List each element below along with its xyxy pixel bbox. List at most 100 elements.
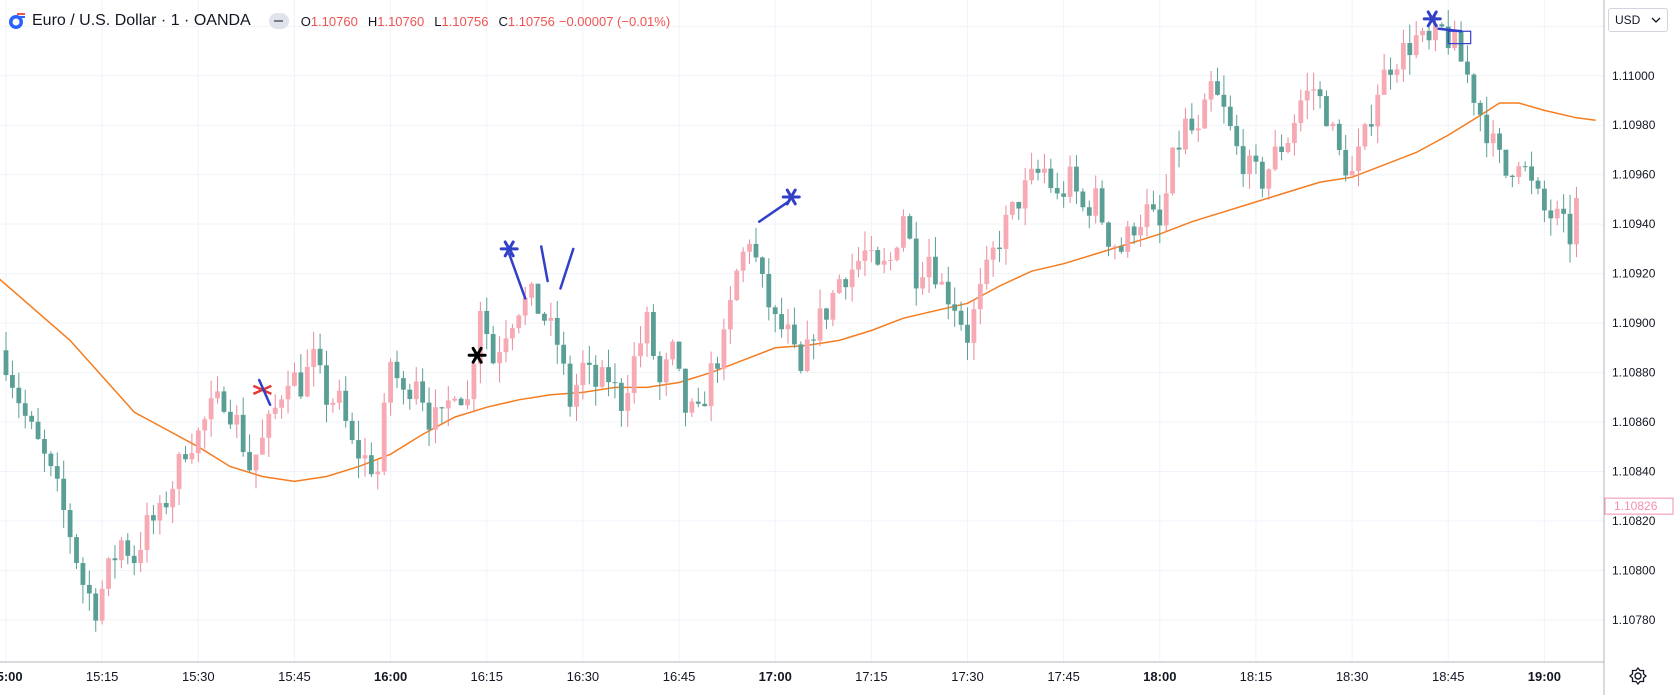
candle-body [830, 292, 836, 320]
candle-body [1554, 208, 1560, 219]
price-tick-label: 1.10960 [1612, 168, 1656, 182]
candle-body [734, 270, 740, 301]
candle-body [1189, 118, 1195, 131]
candle-body [766, 273, 772, 308]
hide-legend-button[interactable] [268, 13, 289, 29]
candle-body [990, 247, 996, 260]
candle-body [1522, 166, 1528, 168]
candle-body [1144, 204, 1150, 227]
time-tick-label: 18:00 [1143, 669, 1176, 684]
candle-body [3, 350, 9, 376]
candle-body [1375, 94, 1381, 127]
candle-body [542, 313, 547, 321]
candle-body [356, 440, 361, 459]
candle-body [1266, 169, 1272, 189]
candle-body [54, 466, 60, 479]
currency-selector[interactable]: USD [1608, 8, 1668, 32]
drawing-line [757, 200, 790, 223]
candle-body [1016, 202, 1022, 209]
candle-body [888, 259, 893, 261]
candle-body [1138, 226, 1143, 236]
candle-body [1093, 188, 1099, 216]
candle-body [1304, 90, 1310, 101]
candle-body [208, 398, 214, 420]
settings-gear-icon[interactable] [1628, 666, 1648, 686]
candle-body [689, 401, 695, 413]
candle-body [298, 372, 304, 397]
time-tick-label: 15:00 [0, 669, 23, 684]
candle-body [471, 363, 477, 400]
candle-body [279, 399, 285, 408]
candle-body [1061, 193, 1067, 197]
candle-body [1074, 166, 1079, 192]
candle-body [1285, 143, 1291, 153]
time-tick-label: 16:30 [567, 669, 600, 684]
candle-body [375, 471, 381, 475]
candle-body [920, 277, 926, 289]
price-tick-label: 1.10820 [1612, 514, 1656, 528]
time-tick-label: 18:15 [1240, 669, 1273, 684]
time-tick-label: 15:45 [278, 669, 311, 684]
candle-body [663, 359, 669, 383]
drawing-annotations[interactable] [252, 10, 1472, 406]
candle-body [99, 588, 105, 621]
candle-body [292, 372, 297, 386]
candle-body [522, 297, 528, 316]
close-value: C1.10756 [498, 13, 555, 29]
candle-body [676, 341, 682, 369]
symbol-title[interactable]: Euro / U.S. Dollar · 1 · OANDA [32, 12, 251, 29]
candle-body [503, 338, 509, 353]
current-price-label: 1.10826 [1614, 499, 1658, 513]
candle-body [465, 399, 470, 406]
candle-body [388, 361, 393, 403]
candle-body [952, 304, 958, 311]
candle-body [22, 403, 28, 416]
candle-body [1490, 133, 1496, 144]
candle-body [1125, 226, 1131, 252]
symbol-legend: Euro / U.S. Dollar · 1 · OANDA O1.10760 … [8, 9, 670, 33]
chart-grid [0, 0, 1604, 662]
candle-body [1240, 146, 1246, 175]
drawing-line [257, 378, 272, 406]
candle-body [1362, 124, 1368, 147]
time-tick-label: 18:45 [1432, 669, 1465, 684]
candle-body [1349, 171, 1355, 176]
candle-body [977, 283, 983, 310]
candle-body [695, 401, 701, 404]
candle-body [856, 260, 861, 270]
candle-body [240, 414, 246, 453]
candle-body [151, 515, 156, 521]
candle-body [1324, 96, 1329, 127]
drawing-line [539, 245, 549, 283]
candle-body [426, 402, 432, 430]
candle-body [1259, 161, 1265, 189]
candle-body [1042, 168, 1047, 173]
candle-body [721, 329, 727, 369]
time-tick-label: 17:00 [759, 669, 792, 684]
candle-body [1227, 106, 1233, 127]
candle-body [1509, 175, 1515, 178]
candle-body [965, 324, 970, 343]
candle-body [1009, 202, 1015, 215]
candle-body [1465, 61, 1470, 75]
candle-body [35, 421, 41, 439]
symbol-flag-icon [9, 13, 25, 29]
change-value: −0.00007 (−0.01%) [558, 13, 671, 29]
candle-body [304, 366, 310, 397]
candle-body [1208, 81, 1214, 100]
candle-body [1112, 246, 1118, 248]
candle-body [913, 238, 919, 289]
candle-body [1336, 123, 1342, 150]
candle-body [1170, 147, 1176, 194]
time-tick-label: 16:00 [374, 669, 407, 684]
candle-body [1086, 207, 1092, 216]
candle-body [984, 259, 990, 284]
ma-path [0, 102, 1596, 483]
candle-body [131, 555, 137, 564]
candle-body [1247, 155, 1252, 175]
candle-body [586, 362, 592, 365]
candle-body [1343, 149, 1349, 176]
candle-body [862, 250, 868, 261]
